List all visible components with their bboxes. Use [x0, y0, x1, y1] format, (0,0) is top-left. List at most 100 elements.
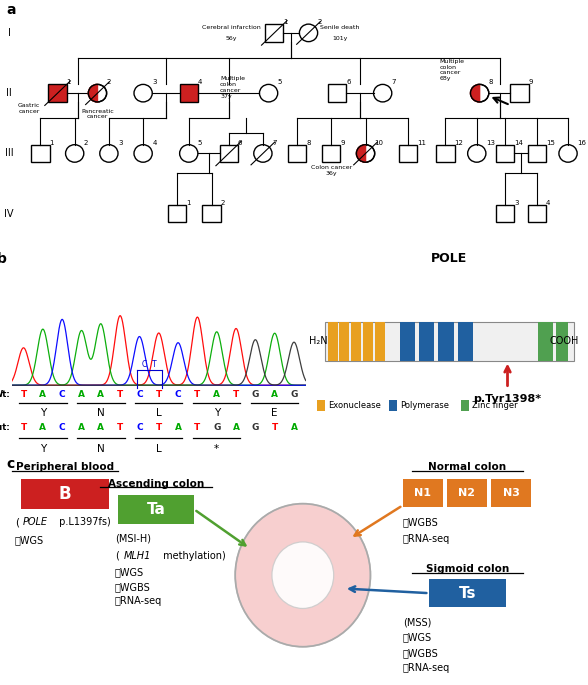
Text: COOH: COOH [550, 336, 579, 346]
FancyBboxPatch shape [325, 322, 574, 361]
Text: 2: 2 [106, 79, 111, 85]
FancyBboxPatch shape [496, 145, 514, 162]
Text: Normal colon: Normal colon [429, 462, 506, 472]
Circle shape [559, 145, 577, 162]
Text: G: G [252, 390, 259, 399]
Text: ・WGBS: ・WGBS [115, 582, 151, 592]
Text: 7: 7 [392, 79, 396, 85]
Circle shape [254, 145, 272, 162]
Text: T: T [117, 390, 123, 399]
Text: A: A [78, 423, 85, 432]
FancyBboxPatch shape [31, 145, 49, 162]
Text: Polymerase: Polymerase [400, 401, 449, 410]
Text: 16: 16 [577, 140, 586, 145]
FancyBboxPatch shape [317, 399, 325, 411]
Text: ・RNA-seq: ・RNA-seq [403, 663, 450, 673]
Text: ・WGS: ・WGS [115, 567, 144, 577]
FancyBboxPatch shape [48, 84, 66, 102]
Text: N1: N1 [415, 488, 431, 498]
Text: L: L [156, 408, 162, 419]
Text: T: T [233, 390, 239, 399]
Text: Gastric
cancer: Gastric cancer [18, 103, 40, 114]
Text: 10: 10 [375, 140, 384, 145]
Text: 4: 4 [198, 79, 202, 85]
Text: Multiple
colon
cancer
68y: Multiple colon cancer 68y [440, 59, 465, 81]
FancyBboxPatch shape [496, 205, 514, 223]
FancyBboxPatch shape [527, 145, 546, 162]
Text: G: G [213, 423, 220, 432]
Text: 1: 1 [283, 19, 288, 25]
Text: A: A [78, 390, 85, 399]
Text: G: G [252, 423, 259, 432]
Circle shape [373, 84, 392, 102]
FancyBboxPatch shape [328, 84, 346, 102]
Text: 1: 1 [49, 140, 54, 145]
Text: T: T [194, 390, 201, 399]
Text: MLH1: MLH1 [123, 551, 151, 560]
Text: C: C [59, 390, 65, 399]
Text: 13: 13 [486, 140, 495, 145]
FancyBboxPatch shape [363, 322, 373, 361]
Text: II: II [6, 88, 12, 98]
Text: 9: 9 [529, 79, 533, 85]
Text: C: C [175, 390, 181, 399]
Text: 3: 3 [514, 200, 519, 206]
FancyBboxPatch shape [510, 84, 529, 102]
FancyBboxPatch shape [118, 495, 194, 524]
FancyBboxPatch shape [436, 145, 455, 162]
Text: b: b [0, 253, 7, 266]
FancyBboxPatch shape [458, 322, 473, 361]
Text: Senile death: Senile death [320, 25, 360, 29]
Text: A: A [290, 423, 298, 432]
FancyBboxPatch shape [556, 322, 568, 361]
Ellipse shape [272, 542, 334, 608]
Text: Ta: Ta [146, 502, 165, 516]
Text: POLE: POLE [432, 252, 467, 265]
Text: Colon cancer
36y: Colon cancer 36y [310, 166, 352, 176]
Text: 8: 8 [306, 140, 310, 145]
Text: 4: 4 [546, 200, 550, 206]
Text: 3: 3 [152, 79, 157, 85]
FancyBboxPatch shape [21, 479, 109, 509]
Text: Mut:: Mut: [0, 423, 10, 432]
Text: Ts: Ts [459, 586, 476, 601]
Text: POLE: POLE [22, 517, 48, 527]
Text: B: B [58, 485, 71, 503]
Text: Multiple
colon
cancer
37y: Multiple colon cancer 37y [220, 77, 245, 99]
FancyBboxPatch shape [419, 322, 435, 361]
Text: N3: N3 [503, 488, 519, 498]
FancyBboxPatch shape [527, 205, 546, 223]
FancyBboxPatch shape [491, 479, 531, 507]
Text: E: E [272, 408, 278, 419]
Text: C: C [59, 423, 65, 432]
Text: T: T [194, 423, 201, 432]
Text: III: III [5, 149, 14, 158]
Text: A: A [97, 423, 104, 432]
Text: 7: 7 [272, 140, 276, 145]
FancyBboxPatch shape [403, 479, 443, 507]
Text: ・WGBS: ・WGBS [403, 517, 439, 527]
Text: ・WGS: ・WGS [15, 535, 44, 545]
Text: c: c [6, 458, 14, 471]
Text: p.Tyr1398*: p.Tyr1398* [473, 394, 542, 404]
Text: Y: Y [40, 444, 46, 453]
Text: 6: 6 [346, 79, 350, 85]
Text: (MSI-H): (MSI-H) [115, 534, 151, 544]
Text: Wt:: Wt: [0, 390, 10, 399]
Text: T: T [156, 423, 162, 432]
Text: L: L [156, 444, 162, 453]
Text: methylation): methylation) [160, 551, 226, 560]
FancyBboxPatch shape [429, 580, 506, 607]
Text: 12: 12 [455, 140, 463, 145]
Polygon shape [356, 145, 366, 162]
Circle shape [134, 145, 152, 162]
Text: N: N [97, 408, 105, 419]
Text: A: A [213, 390, 220, 399]
Text: 14: 14 [514, 140, 523, 145]
FancyBboxPatch shape [179, 84, 198, 102]
Text: Pancreatic
cancer: Pancreatic cancer [81, 108, 114, 119]
Text: 101y: 101y [332, 36, 348, 40]
FancyBboxPatch shape [447, 479, 487, 507]
Text: 3: 3 [118, 140, 122, 145]
FancyBboxPatch shape [352, 322, 361, 361]
